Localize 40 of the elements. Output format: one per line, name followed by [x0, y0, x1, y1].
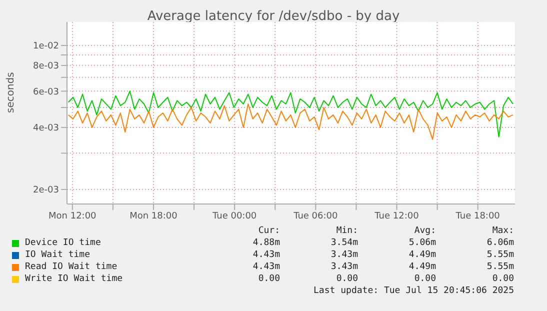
x-tick-label: Tue 12:00	[374, 211, 420, 222]
text: 5.06m	[408, 237, 436, 249]
text: 4.88m	[252, 237, 280, 249]
chart-title: Average latency for /dev/sdbo - by day	[146, 9, 401, 24]
text: Last update: Tue Jul 15 20:45:06 2025	[312, 285, 514, 297]
text: 0.00	[257, 273, 280, 285]
text: 3.43m	[330, 261, 358, 273]
text: 5.55m	[486, 261, 514, 273]
text: 4.49m	[408, 249, 436, 261]
y-axis-title: seconds	[6, 72, 17, 113]
y-tick-label: 8e-03	[33, 62, 59, 72]
x-tick-label: Tue 06:00	[292, 211, 338, 222]
text: 5.55m	[486, 249, 514, 261]
text: 3.54m	[330, 237, 358, 249]
text: 4.43m	[252, 261, 280, 273]
x-tick-label: Tue 00:00	[211, 211, 257, 222]
legend-label: IO Wait time	[25, 249, 92, 261]
legend-label: Device IO time	[25, 237, 102, 249]
x-tick-label: Mon 18:00	[130, 211, 178, 222]
text: 0.00	[491, 273, 514, 285]
y-tick-label: 1e-02	[33, 42, 59, 52]
text: 3.43m	[330, 249, 358, 261]
line-series	[68, 103, 514, 140]
legend-label: Write IO Wait time	[25, 273, 124, 285]
text: 6.06m	[486, 237, 514, 249]
x-tick-label: Tue 18:00	[454, 211, 500, 222]
text: 0.00	[335, 273, 358, 285]
text: Avg:	[413, 225, 436, 237]
text: 4.49m	[408, 261, 436, 273]
text: 0.00	[413, 273, 436, 285]
y-tick-label: 2e-03	[33, 186, 59, 196]
text: Cur:	[257, 225, 280, 237]
legend-label: Read IO Wait time	[25, 261, 118, 273]
text: Max:	[491, 225, 514, 237]
text: 4.43m	[252, 249, 280, 261]
y-tick-label: 6e-03	[33, 87, 59, 98]
line-series	[68, 90, 514, 138]
y-tick-label: 4e-03	[33, 124, 59, 134]
x-tick-label: Mon 12:00	[48, 211, 97, 222]
text: Min:	[335, 225, 358, 237]
